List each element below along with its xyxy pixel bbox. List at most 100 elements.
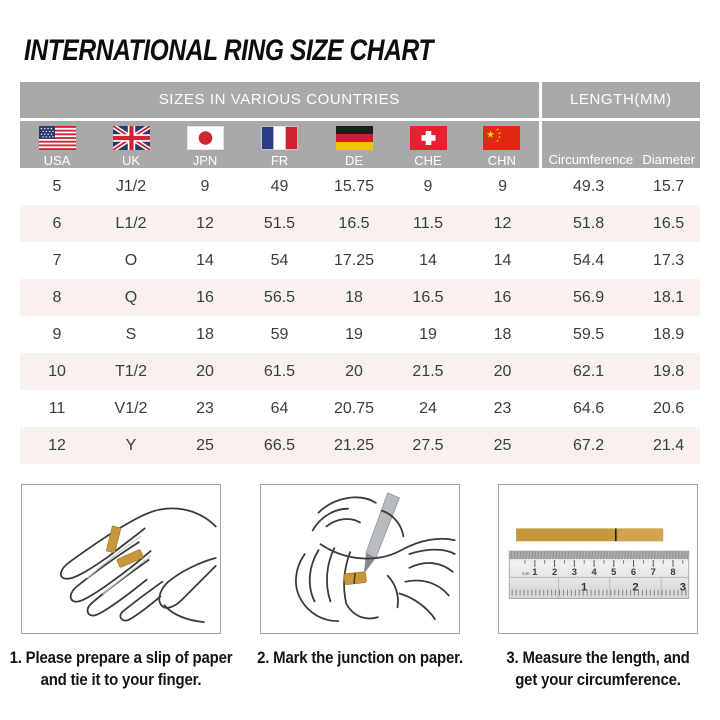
france-flag-icon <box>261 126 298 150</box>
size-cell: 59.5 <box>573 325 605 343</box>
size-cell: 8 <box>52 288 62 306</box>
size-cell: 54 <box>270 251 289 269</box>
size-cell: 5 <box>52 177 62 195</box>
table-row: 11 V1/2 23 64 20.75 24 23 64.6 20.6 <box>20 390 700 427</box>
size-cell: 19 <box>419 325 437 343</box>
size-cell: 16.5 <box>653 214 685 232</box>
size-cell: 18.9 <box>653 325 685 343</box>
size-cell: V1/2 <box>114 399 148 417</box>
size-cell: 64.6 <box>573 399 605 417</box>
size-cell: 21.4 <box>653 436 685 454</box>
size-cell: 20 <box>196 362 214 380</box>
size-cell: 14 <box>419 251 437 269</box>
size-cell: 23 <box>196 399 214 417</box>
size-cell: 11 <box>48 399 66 417</box>
table-row: 10 T1/2 20 61.5 20 21.5 20 62.1 19.8 <box>20 353 701 390</box>
size-cell: T1/2 <box>114 362 147 380</box>
country-code-label: DE <box>344 153 364 168</box>
size-cell: 56.9 <box>573 288 605 306</box>
japan-flag-icon <box>186 126 224 150</box>
column-header-fr: FR <box>242 119 317 168</box>
table-row: 6 L1/2 12 51.5 16.5 11.5 12 51.8 16.5 <box>20 205 701 242</box>
svg-text:7: 7 <box>651 567 656 577</box>
size-cell: 16.5 <box>338 214 370 232</box>
size-cell: 15.7 <box>653 177 685 195</box>
size-cell: 24 <box>419 399 437 417</box>
size-cell: 6 <box>52 214 62 232</box>
svg-text:6: 6 <box>631 567 636 577</box>
size-cell: Q <box>124 288 138 306</box>
circumference-label: Circumference <box>548 152 634 167</box>
size-cell: 12 <box>48 436 66 454</box>
size-cell: 14 <box>493 251 512 269</box>
table-row: 5 J1/2 9 49 15.75 9 9 49.3 15.7 <box>20 168 700 205</box>
size-cell: 16.5 <box>412 288 444 306</box>
svg-text:mm: mm <box>522 571 530 576</box>
size-cell: 54.4 <box>573 251 605 269</box>
size-cell: 23 <box>493 399 512 417</box>
instruction-caption-3: 3. Measure the length, and get your circ… <box>506 648 690 690</box>
column-header-jpn: JPN <box>168 119 242 168</box>
switzerland-flag-icon <box>409 126 447 150</box>
page-title: INTERNATIONAL RING SIZE CHART <box>24 34 434 67</box>
size-cell: 51.5 <box>263 214 296 232</box>
svg-text:4: 4 <box>591 567 597 577</box>
column-header-usa: USA <box>20 119 94 168</box>
hand-with-paper-slip-illustration <box>21 484 221 634</box>
country-code-label: FR <box>270 153 289 168</box>
svg-text:3: 3 <box>680 582 686 594</box>
header-sizes-in-various-countries: SIZES IN VARIOUS COUNTRIES <box>20 82 542 121</box>
svg-text:8: 8 <box>670 567 675 577</box>
size-cell: 7 <box>52 251 62 269</box>
size-cell: 14 <box>196 251 214 269</box>
size-cell: 20.75 <box>333 399 375 417</box>
germany-flag-icon <box>335 126 373 150</box>
svg-text:2: 2 <box>632 582 638 594</box>
country-code-label: JPN <box>192 153 218 168</box>
table-row: 8 Q 16 56.5 18 16.5 16 56.9 18.1 <box>20 279 701 316</box>
size-cell: 62.1 <box>573 362 605 380</box>
size-cell: 61.5 <box>263 362 296 380</box>
size-cell: 16 <box>196 288 214 306</box>
size-cell: 10 <box>48 362 66 380</box>
svg-text:3: 3 <box>572 567 577 577</box>
size-cell: 18.1 <box>653 288 685 306</box>
column-header-chn: CHN <box>465 119 542 168</box>
size-cell: 9 <box>200 177 210 195</box>
size-cell: 25 <box>493 436 512 454</box>
svg-text:1: 1 <box>532 567 537 577</box>
ring-size-table-body: 5 J1/2 9 49 15.75 9 9 49.3 15.7 6 L1/2 12 51.5 16.5 11… <box>20 168 701 464</box>
instruction-caption-1: 1. Please prepare a slip of paper and ti… <box>9 648 233 690</box>
header-length-mm: LENGTH(MM) <box>540 82 701 121</box>
size-cell: 12 <box>196 214 214 232</box>
table-row: 9 S 18 59 19 19 18 59.5 18.9 <box>20 316 700 353</box>
country-code-label: UK <box>121 153 141 168</box>
size-cell: 9 <box>423 177 433 195</box>
usa-flag-icon <box>38 126 76 150</box>
ring-size-table: SIZES IN VARIOUS COUNTRIES LENGTH(MM) <box>20 82 701 464</box>
size-cell: 56.5 <box>263 288 296 306</box>
size-cell: 12 <box>493 214 512 232</box>
size-cell: 25 <box>196 436 214 454</box>
size-cell: 21.5 <box>412 362 444 380</box>
size-cell: 19 <box>345 325 363 343</box>
size-cell: 9 <box>52 325 62 343</box>
column-header-che: CHE <box>391 119 465 168</box>
size-cell: 20 <box>345 362 363 380</box>
instruction-step-1: 1. Please prepare a slip of paper and ti… <box>10 484 233 691</box>
size-cell: J1/2 <box>115 177 147 195</box>
size-cell: 15.75 <box>333 177 375 195</box>
column-header-uk: UK <box>94 119 168 168</box>
country-code-label: CHE <box>414 153 442 168</box>
country-header-row: USA UK <box>20 119 701 168</box>
size-cell: O <box>124 251 138 269</box>
size-cell: 49.3 <box>573 177 605 195</box>
instruction-step-3: 1 2 3 4 5 6 7 8 mm 1 2 3 <box>498 484 698 691</box>
china-flag-icon <box>483 126 521 150</box>
column-header-length-measures: Circumference Diameter <box>540 119 701 168</box>
size-cell: Y <box>125 436 137 454</box>
size-cell: L1/2 <box>115 214 147 232</box>
instructions-section: 1. Please prepare a slip of paper and ti… <box>0 464 720 691</box>
size-cell: 66.5 <box>263 436 296 454</box>
